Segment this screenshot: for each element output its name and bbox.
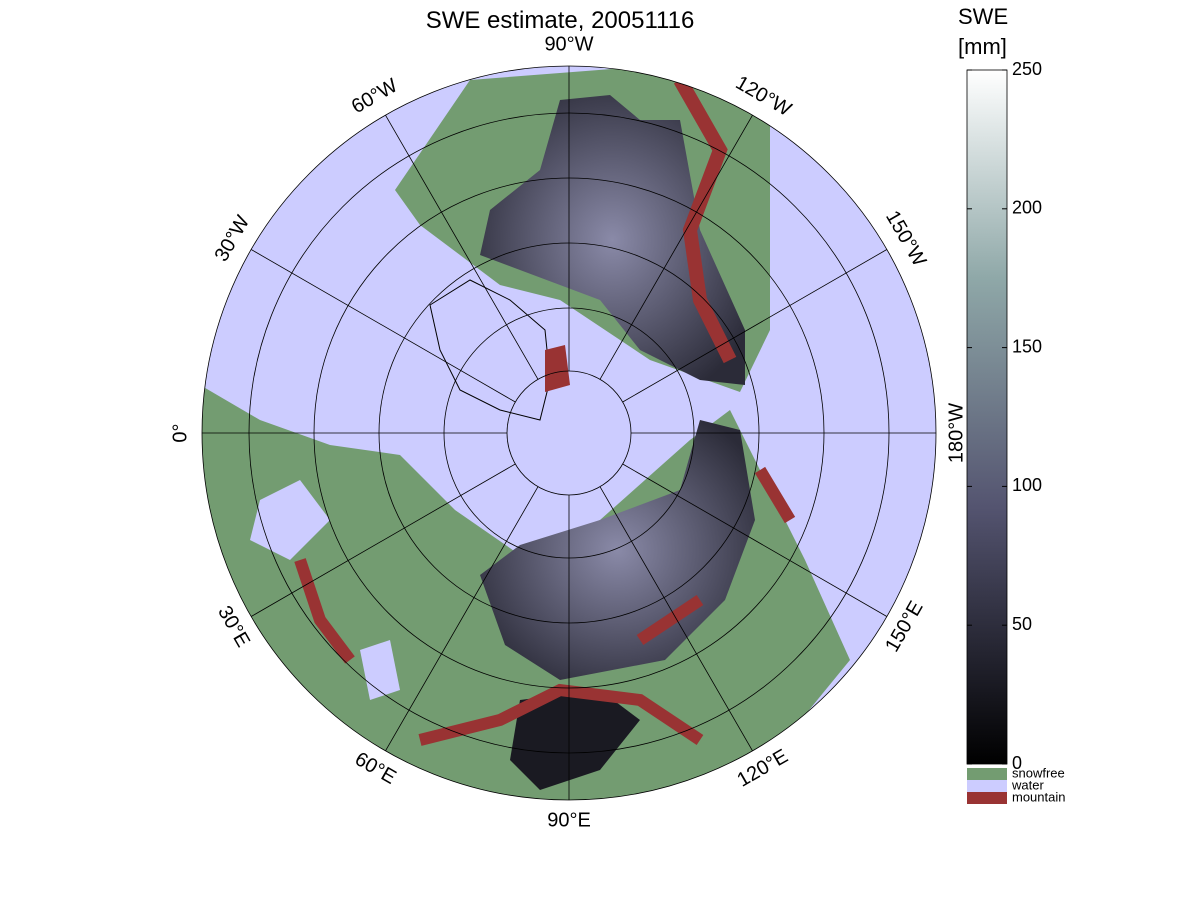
meridian xyxy=(622,463,888,617)
legend-swatch xyxy=(967,792,1007,804)
map-area xyxy=(202,66,936,800)
colorbar xyxy=(966,69,1008,765)
longitude-label: 0° xyxy=(169,423,191,442)
longitude-label: 180°W xyxy=(945,403,967,463)
legend-label: water xyxy=(1011,777,1044,792)
colorbar-tick-label: 200 xyxy=(1012,198,1042,218)
map-title: SWE estimate, 20051116 xyxy=(426,7,695,34)
meridian xyxy=(385,486,539,752)
legend-label: snowfree xyxy=(1012,765,1065,780)
colorbar-tick-label: 250 xyxy=(1012,59,1042,79)
longitude-label: 90°E xyxy=(547,809,591,831)
sea-baltic xyxy=(250,480,330,560)
meridian xyxy=(599,114,753,380)
snow-north-america xyxy=(480,95,745,385)
mountain-asia xyxy=(294,466,796,746)
meridian xyxy=(622,249,888,403)
mountain-rockies xyxy=(673,76,737,364)
colorbar-tick-label: 150 xyxy=(1012,336,1042,356)
greenland-outline xyxy=(429,279,551,421)
colorbar-tick-label: 0 xyxy=(1012,753,1022,773)
snow-central-asia xyxy=(510,690,640,790)
legend-swatch xyxy=(967,780,1007,792)
legend-swatch xyxy=(967,768,1007,780)
meridian xyxy=(250,249,516,403)
colorbar-tick-label: 100 xyxy=(1012,475,1042,495)
meridian xyxy=(599,486,753,752)
colorbar-tick-label: 50 xyxy=(1012,614,1032,634)
greenland-tip xyxy=(545,345,570,392)
meridian xyxy=(385,114,539,380)
sea-caspian xyxy=(360,640,400,700)
graticule xyxy=(201,65,937,801)
colorbar-label: SWE xyxy=(958,4,1008,29)
legend-label: mountain xyxy=(1012,789,1065,804)
meridian xyxy=(250,463,516,617)
longitude-label: 90°W xyxy=(544,33,593,55)
colorbar-unit: [mm] xyxy=(958,34,1007,59)
